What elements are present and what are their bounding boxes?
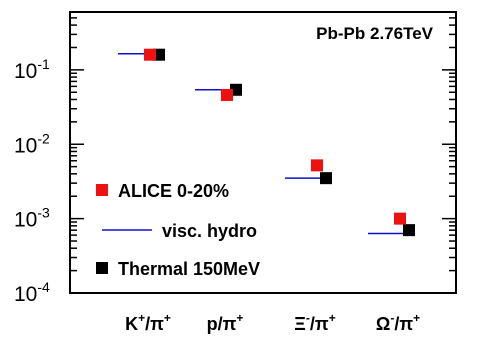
x-label-part: π (223, 314, 237, 334)
alice-marker (311, 159, 323, 172)
x-label-superscript: + (236, 311, 243, 325)
y-tick-label: 10-4 (14, 279, 50, 306)
legend-label: Thermal 150MeV (118, 259, 260, 279)
x-label-superscript: + (138, 311, 145, 325)
x-label-superscript: - (306, 311, 310, 325)
x-label-superscript: + (413, 311, 420, 325)
x-category-label: Ω-/π+ (376, 311, 420, 334)
legend-label: visc. hydro (162, 221, 257, 241)
x-label-part: π (399, 314, 413, 334)
y-axis (70, 11, 456, 294)
x-category-label: K+/π+ (125, 311, 171, 334)
alice-marker (221, 88, 233, 101)
x-tick-labels: K+/π+ p/π+ Ξ-/π+ Ω-/π+ (125, 311, 420, 334)
y-tick-label: 10-3 (14, 205, 50, 232)
x-label-part: / (145, 314, 150, 334)
x-label-part: / (218, 314, 223, 334)
x-label-part: Ξ (294, 314, 306, 334)
x-label-part: Ω (376, 314, 390, 334)
y-tick-base: 10 (14, 283, 37, 306)
y-tick-labels: 10-110-210-310-4 (14, 56, 50, 306)
y-tick-base: 10 (14, 134, 37, 157)
thermal-marker (403, 224, 415, 237)
x-category-label: Ξ-/π+ (294, 311, 335, 334)
thermal-marker (320, 172, 332, 185)
x-label-part: π (150, 314, 164, 334)
chart-title: Pb-Pb 2.76TeV (316, 24, 433, 43)
x-label-part: p (207, 314, 218, 334)
y-tick-exponent: -2 (37, 130, 50, 146)
y-tick-base: 10 (14, 209, 37, 232)
x-label-superscript: - (390, 311, 394, 325)
y-tick-exponent: -1 (37, 56, 50, 72)
y-tick-base: 10 (14, 60, 37, 83)
x-label-part: π (315, 314, 329, 334)
legend-marker (96, 262, 108, 274)
y-tick-label: 10-2 (14, 130, 50, 157)
x-category-label: p/π+ (207, 311, 244, 334)
x-label-superscript: + (164, 311, 171, 325)
legend-marker (96, 184, 108, 196)
legend-label: ALICE 0-20% (118, 181, 229, 201)
alice-marker (144, 48, 156, 61)
data-marks (118, 48, 415, 237)
y-tick-exponent: -4 (37, 279, 50, 295)
y-tick-exponent: -3 (37, 205, 50, 221)
plot-frame (69, 11, 457, 294)
x-label-part: K (125, 314, 138, 334)
x-label-part: / (394, 314, 399, 334)
alice-marker (394, 212, 406, 225)
y-tick-label: 10-1 (14, 56, 50, 83)
x-label-part: / (310, 314, 315, 334)
x-label-superscript: + (329, 311, 336, 325)
legend: ALICE 0-20% visc. hydro Thermal 150MeV (96, 181, 260, 279)
